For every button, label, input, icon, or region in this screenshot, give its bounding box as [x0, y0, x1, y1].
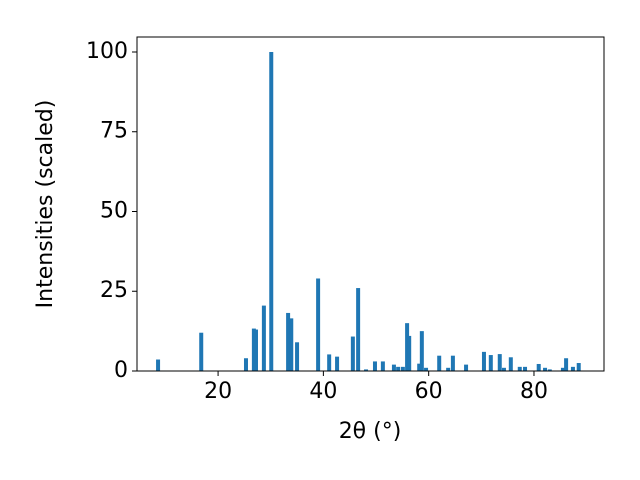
bar [253, 329, 258, 371]
bar [497, 354, 502, 371]
bar [261, 305, 266, 371]
bar [156, 359, 161, 371]
bar [372, 361, 377, 371]
y-tick-label: 25 [100, 278, 128, 303]
bar [560, 367, 565, 371]
bar [400, 366, 405, 371]
bar [419, 331, 424, 371]
y-axis-label: Intensities (scaled) [33, 100, 58, 309]
bar [536, 363, 541, 371]
bar [450, 355, 455, 371]
bar [543, 367, 548, 371]
bar [570, 366, 575, 371]
bar [295, 342, 300, 371]
bar [364, 369, 369, 371]
bar [289, 318, 294, 371]
bar [424, 367, 429, 371]
bar [251, 328, 256, 371]
bar [269, 51, 274, 371]
bar [396, 366, 401, 371]
bar [243, 358, 248, 371]
y-tick-label: 75 [100, 119, 128, 144]
bar [488, 355, 493, 371]
bar [547, 369, 552, 371]
bar [405, 323, 410, 371]
bar [335, 356, 340, 371]
bar [199, 332, 204, 371]
bar [576, 363, 581, 371]
y-tick-label: 100 [86, 39, 128, 64]
bar [407, 335, 412, 371]
bar [286, 312, 291, 371]
bar [327, 354, 332, 371]
bar [523, 366, 528, 371]
bar [350, 336, 355, 371]
x-tick-label: 60 [415, 379, 443, 404]
plot-frame [136, 36, 605, 372]
bar [564, 358, 569, 371]
x-tick-label: 80 [520, 379, 548, 404]
bar [417, 363, 422, 371]
bar [391, 364, 396, 371]
x-tick-label: 20 [204, 379, 232, 404]
bar [508, 357, 513, 371]
bar [380, 361, 385, 371]
bar [517, 366, 522, 371]
bar [437, 355, 442, 371]
x-axis-label: 2θ (°) [339, 419, 402, 444]
y-tick-label: 0 [114, 358, 128, 383]
bar [446, 367, 451, 371]
bar [481, 351, 486, 371]
y-tick-label: 50 [100, 198, 128, 223]
bar [356, 288, 361, 371]
bar [316, 278, 321, 371]
bar [501, 367, 506, 371]
x-tick-label: 40 [309, 379, 337, 404]
bar [464, 364, 469, 371]
